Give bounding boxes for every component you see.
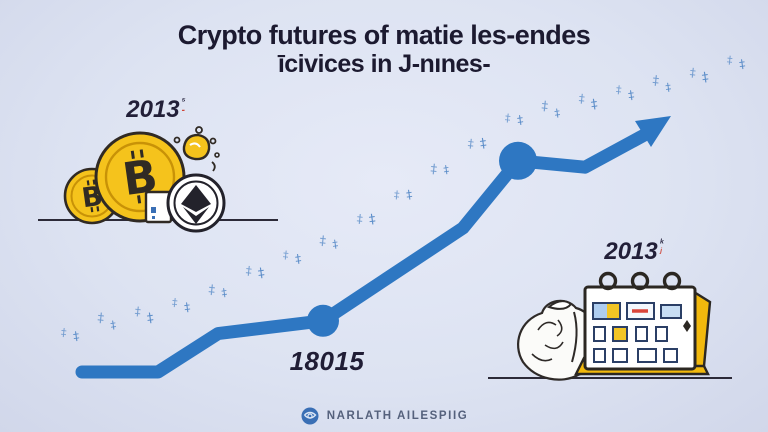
trend-tick-glyph: ‡ xyxy=(689,65,696,80)
trend-tick-glyph: ‡ xyxy=(183,300,191,315)
year-label-left: 2013 ⁵ - xyxy=(126,96,186,123)
title-line-2: īcivices in J-nınes- xyxy=(277,50,491,79)
trend-tick-glyph: ‡ xyxy=(516,112,524,127)
trend-tick-glyph: ‡ xyxy=(356,212,363,227)
page-title: Crypto futures of matie les-endes īcivic… xyxy=(0,20,768,78)
trend-tick-glyph: ‡ xyxy=(665,80,673,94)
trend-tick-glyph: ‡ xyxy=(554,106,562,120)
trend-tick-glyph: ‡ xyxy=(221,286,229,300)
trend-tick-glyph: ‡ xyxy=(590,97,599,113)
value-annotation: 18015 xyxy=(289,346,365,376)
trend-tick-glyph: ‡ xyxy=(146,310,155,326)
year-label-right: 2013 ᵏ ʲ xyxy=(604,238,664,265)
trend-tick-glyph: ‡ xyxy=(282,248,289,262)
crypto-coins-illustration: B B xyxy=(63,126,226,233)
trend-tick-glyph: ‡ xyxy=(627,88,635,103)
trend-tick-glyph: ‡ xyxy=(171,296,178,310)
trend-tick-glyph: ‡ xyxy=(541,99,550,115)
trend-tick-glyph: ‡ xyxy=(726,53,733,67)
brand-text: NARLATH AILESPIIG xyxy=(326,410,469,422)
trend-tick-glyph: ‡ xyxy=(319,234,328,250)
trend-tick-glyph: ‡ xyxy=(134,304,141,319)
arrow-head-icon xyxy=(635,116,671,147)
trend-tick-glyph: ‡ xyxy=(443,163,451,177)
trend-tick-glyph: ‡ xyxy=(368,212,377,228)
calendar-illustration xyxy=(517,271,712,381)
trend-tick-glyph: ‡ xyxy=(479,136,488,152)
trend-tick-glyph: ‡ xyxy=(652,73,661,89)
trend-polyline xyxy=(75,128,651,379)
gold-nugget-icon xyxy=(173,126,220,172)
trend-tick-glyph: ‡ xyxy=(72,329,80,344)
line-node-dot xyxy=(307,304,339,337)
trend-tick-glyph: ‡ xyxy=(208,283,217,299)
trend-tick-glyph: ‡ xyxy=(393,188,400,202)
trend-tick-glyph: ‡ xyxy=(578,91,585,106)
trend-tick-glyph: ‡ xyxy=(294,251,302,266)
title-line-1: Crypto futures of matie les-endes xyxy=(177,20,591,50)
trend-tick-glyph: ‡ xyxy=(97,311,106,327)
line-node-dot xyxy=(499,141,537,180)
trend-tick-glyph: ‡ xyxy=(504,111,511,125)
main-trend-line xyxy=(75,116,671,379)
footer-brand: NARLATH AILESPIIG xyxy=(0,406,768,426)
trend-tick-glyph: ‡ xyxy=(110,318,118,332)
trend-tick-glyph: ‡ xyxy=(615,83,622,97)
year-right-superscript: ᵏ ʲ xyxy=(659,238,664,258)
flip-calendar-icon xyxy=(574,271,712,376)
trend-tick-glyph: ‡ xyxy=(257,266,266,282)
year-left-superscript: ⁵ - xyxy=(181,96,186,116)
trend-tick-glyph: ‡ xyxy=(245,263,252,278)
trend-tick-glyph: ‡ xyxy=(430,162,439,178)
trend-tick-glyph: ‡ xyxy=(60,326,67,340)
trend-tick-glyph: ‡ xyxy=(467,136,474,151)
trend-tick-series: ‡ ‡ ‡ ‡ ‡ ‡ ‡ ‡ ‡ ‡ ‡ ‡ ‡ ‡ ‡ ‡ ‡ ‡ ‡ ‡ ‡ ‡ ‡ ‡ ‡ ‡ ‡ ‡ ‡ ‡ ‡ ‡ ‡ ‡ ‡ ‡ ‡ ‡ xyxy=(60,53,746,343)
ethereum-coin-icon xyxy=(166,173,226,233)
trend-tick-glyph: ‡ xyxy=(701,70,710,86)
trend-tick-glyph: ‡ xyxy=(405,187,413,202)
globe-scribble-icon xyxy=(301,407,319,425)
trend-tick-glyph: ‡ xyxy=(738,57,746,72)
trend-tick-glyph: ‡ xyxy=(332,237,340,251)
